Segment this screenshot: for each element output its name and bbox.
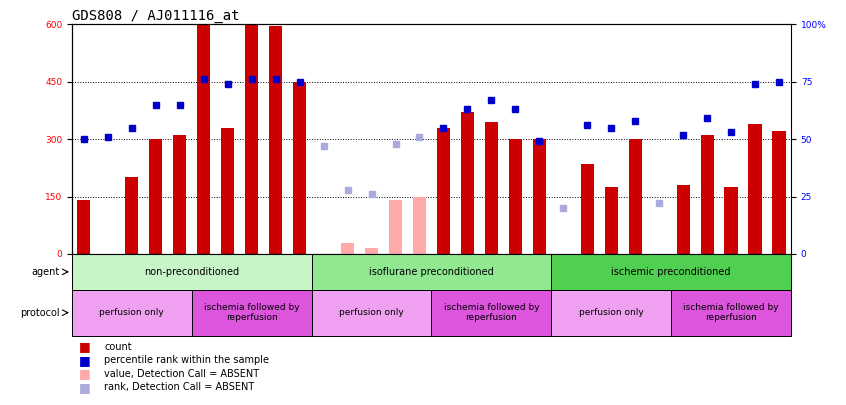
Bar bbox=[389, 200, 402, 254]
Text: ■: ■ bbox=[80, 367, 91, 380]
Bar bbox=[125, 177, 139, 254]
Bar bbox=[245, 24, 258, 254]
Bar bbox=[485, 122, 498, 254]
Bar bbox=[192, 290, 311, 336]
Bar bbox=[77, 200, 91, 254]
Text: ■: ■ bbox=[80, 340, 91, 353]
Text: ischemic preconditioned: ischemic preconditioned bbox=[612, 267, 731, 277]
Bar bbox=[269, 26, 283, 254]
Text: ■: ■ bbox=[80, 354, 91, 367]
Bar bbox=[533, 139, 546, 254]
Bar bbox=[413, 196, 426, 254]
Text: ischemia followed by
reperfusion: ischemia followed by reperfusion bbox=[684, 303, 779, 322]
Bar bbox=[437, 128, 450, 254]
Text: perfusion only: perfusion only bbox=[339, 308, 404, 317]
Bar bbox=[72, 254, 311, 290]
Bar bbox=[605, 187, 618, 254]
Bar bbox=[293, 82, 306, 254]
Bar bbox=[552, 254, 791, 290]
Bar bbox=[461, 112, 474, 254]
Text: value, Detection Call = ABSENT: value, Detection Call = ABSENT bbox=[104, 369, 260, 379]
Bar bbox=[629, 139, 642, 254]
Bar bbox=[671, 290, 791, 336]
Text: protocol: protocol bbox=[20, 308, 60, 318]
Text: agent: agent bbox=[31, 267, 60, 277]
Bar bbox=[221, 128, 234, 254]
Text: count: count bbox=[104, 342, 132, 352]
Text: GDS808 / AJ011116_at: GDS808 / AJ011116_at bbox=[72, 9, 239, 23]
Text: ischemia followed by
reperfusion: ischemia followed by reperfusion bbox=[443, 303, 539, 322]
Text: percentile rank within the sample: percentile rank within the sample bbox=[104, 355, 269, 365]
Bar bbox=[72, 290, 192, 336]
Text: rank, Detection Call = ABSENT: rank, Detection Call = ABSENT bbox=[104, 382, 255, 392]
Bar bbox=[552, 290, 671, 336]
Bar bbox=[508, 139, 522, 254]
Text: isoflurane preconditioned: isoflurane preconditioned bbox=[369, 267, 494, 277]
Bar bbox=[749, 124, 761, 254]
Bar bbox=[772, 132, 786, 254]
Bar bbox=[431, 290, 552, 336]
Text: perfusion only: perfusion only bbox=[579, 308, 644, 317]
Text: ■: ■ bbox=[80, 381, 91, 394]
Bar bbox=[724, 187, 738, 254]
Bar bbox=[197, 24, 211, 254]
Bar bbox=[341, 243, 354, 254]
Text: ischemia followed by
reperfusion: ischemia followed by reperfusion bbox=[204, 303, 299, 322]
Text: perfusion only: perfusion only bbox=[100, 308, 164, 317]
Text: non-preconditioned: non-preconditioned bbox=[144, 267, 239, 277]
Bar bbox=[149, 139, 162, 254]
Bar bbox=[173, 135, 186, 254]
Bar bbox=[311, 290, 431, 336]
Bar bbox=[677, 185, 689, 254]
Bar bbox=[365, 248, 378, 254]
Bar bbox=[700, 135, 714, 254]
Bar bbox=[580, 164, 594, 254]
Bar bbox=[311, 254, 552, 290]
